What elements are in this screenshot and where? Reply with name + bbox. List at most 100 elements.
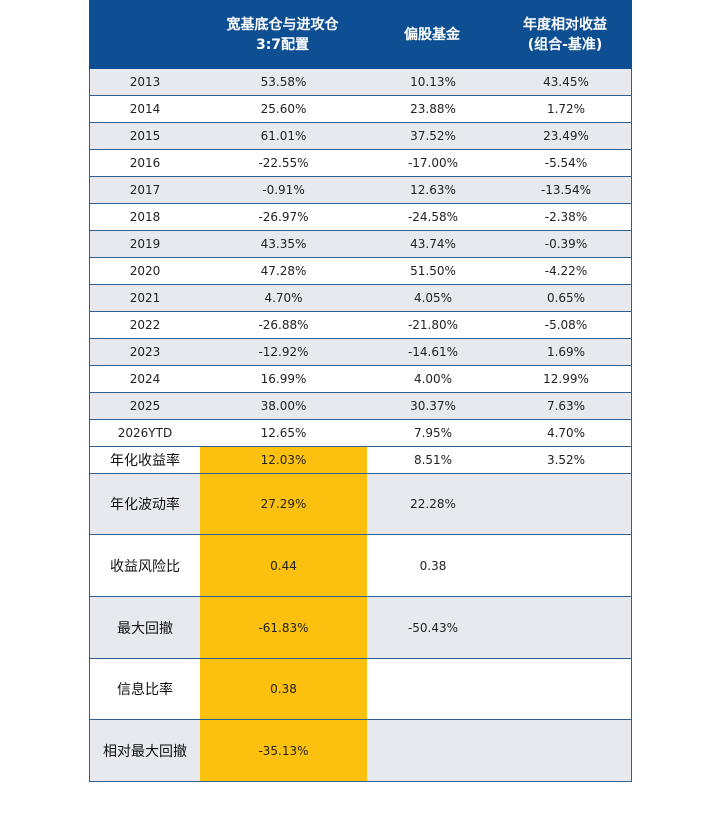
cell-portfolio: 25.60% — [260, 102, 307, 116]
cell-metric-label: 最大回撤 — [117, 620, 173, 637]
cell-year: 2021 — [129, 291, 161, 305]
cell-year: 2018 — [129, 210, 161, 224]
cell-fund — [367, 720, 499, 781]
cell-fund: 10.13% — [410, 75, 456, 89]
cell-portfolio: 4.70% — [264, 291, 303, 305]
header-fund: 偏股基金 — [404, 26, 460, 43]
header-relative: 年度相对收益 (组合-基准) — [523, 16, 607, 53]
cell-relative: -4.22% — [544, 264, 588, 278]
cell-metric-label: 相对最大回撤 — [103, 743, 187, 760]
cell-year: 2025 — [129, 399, 161, 413]
cell-portfolio: 38.00% — [260, 399, 307, 413]
summary-row: 年化波动率 27.29% 22.28% — [89, 474, 632, 535]
cell-year: 2014 — [129, 102, 161, 116]
cell-relative: -5.54% — [544, 156, 588, 170]
cell-year: 2022 — [129, 318, 161, 332]
header-portfolio: 宽基底仓与进攻仓 3:7配置 — [226, 16, 339, 53]
cell-metric-label: 年化波动率 — [110, 497, 180, 513]
table-row: 2013 53.58% 10.13% 43.45% — [89, 69, 632, 96]
cell-portfolio: 16.99% — [260, 372, 307, 386]
table-row: 2020 47.28% 51.50% -4.22% — [89, 258, 632, 285]
cell-year: 2020 — [129, 264, 161, 278]
cell-relative: 1.72% — [546, 102, 586, 116]
cell-relative — [499, 720, 633, 781]
table-row: 2022 -26.88% -21.80% -5.08% — [89, 312, 632, 339]
cell-fund: 23.88% — [410, 102, 456, 116]
cell-metric-label: 信息比率 — [117, 682, 173, 698]
cell-fund: 4.00% — [413, 372, 453, 386]
cell-metric-label: 年化收益率 — [110, 453, 180, 469]
cell-portfolio: 12.03% — [200, 447, 367, 473]
cell-fund — [367, 659, 499, 719]
cell-fund: -17.00% — [407, 156, 459, 170]
cell-fund: -14.61% — [407, 345, 459, 359]
cell-fund: 22.28% — [410, 497, 456, 511]
cell-relative: 12.99% — [543, 372, 589, 386]
summary-row: 信息比率 0.38 — [89, 659, 632, 720]
cell-year: 2013 — [129, 75, 161, 89]
cell-portfolio: -26.88% — [258, 318, 309, 332]
cell-relative — [499, 474, 633, 534]
cell-relative: 3.52% — [546, 453, 586, 467]
cell-relative: -0.39% — [544, 237, 588, 251]
cell-year: 2024 — [129, 372, 161, 386]
cell-fund: 37.52% — [410, 129, 456, 143]
cell-metric-label: 收益风险比 — [110, 558, 180, 575]
table-row: 2023 -12.92% -14.61% 1.69% — [89, 339, 632, 366]
table-row: 2021 4.70% 4.05% 0.65% — [89, 285, 632, 312]
cell-fund: 30.37% — [410, 399, 456, 413]
cell-fund: 4.05% — [413, 291, 453, 305]
cell-portfolio: 12.65% — [260, 426, 307, 440]
cell-year: 2023 — [129, 345, 161, 359]
cell-relative: -13.54% — [540, 183, 592, 197]
cell-relative: 4.70% — [546, 426, 586, 440]
cell-fund: 7.95% — [413, 426, 453, 440]
cell-portfolio: -26.97% — [258, 210, 309, 224]
cell-portfolio: 27.29% — [200, 474, 367, 534]
cell-year: 2026YTD — [117, 426, 173, 440]
cell-relative: 23.49% — [543, 129, 589, 143]
table-header: 宽基底仓与进攻仓 3:7配置 偏股基金 年度相对收益 (组合-基准) — [89, 0, 632, 69]
summary-row: 年化收益率 12.03% 8.51% 3.52% — [89, 447, 632, 474]
cell-fund: 0.38 — [419, 558, 447, 573]
cell-fund: 8.51% — [413, 453, 453, 467]
cell-portfolio: 0.44 — [200, 535, 367, 596]
table-row: 2026YTD 12.65% 7.95% 4.70% — [89, 420, 632, 447]
cell-fund: 43.74% — [410, 237, 456, 251]
cell-relative: -2.38% — [544, 210, 588, 224]
cell-fund: 12.63% — [410, 183, 456, 197]
cell-fund: -21.80% — [407, 318, 459, 332]
cell-portfolio: -12.92% — [258, 345, 309, 359]
cell-year: 2015 — [129, 129, 161, 143]
summary-row: 收益风险比 0.44 0.38 — [89, 535, 632, 597]
cell-relative — [499, 659, 633, 719]
cell-fund: 51.50% — [410, 264, 456, 278]
table-row: 2024 16.99% 4.00% 12.99% — [89, 366, 632, 393]
header-year — [89, 0, 199, 69]
cell-portfolio: 0.38 — [200, 659, 367, 719]
table-row: 2014 25.60% 23.88% 1.72% — [89, 96, 632, 123]
cell-fund: -50.43% — [407, 620, 459, 635]
cell-portfolio: -61.83% — [200, 597, 367, 658]
table-row: 2016 -22.55% -17.00% -5.54% — [89, 150, 632, 177]
cell-fund: -24.58% — [407, 210, 459, 224]
table-row: 2025 38.00% 30.37% 7.63% — [89, 393, 632, 420]
table-row: 2015 61.01% 37.52% 23.49% — [89, 123, 632, 150]
cell-portfolio: 61.01% — [260, 129, 307, 143]
cell-portfolio: 43.35% — [260, 237, 307, 251]
cell-portfolio: 53.58% — [260, 75, 307, 89]
table-row: 2019 43.35% 43.74% -0.39% — [89, 231, 632, 258]
table-row: 2018 -26.97% -24.58% -2.38% — [89, 204, 632, 231]
summary-row: 相对最大回撤 -35.13% — [89, 720, 632, 782]
cell-year: 2016 — [129, 156, 161, 170]
summary-row: 最大回撤 -61.83% -50.43% — [89, 597, 632, 659]
cell-portfolio: 47.28% — [260, 264, 307, 278]
cell-relative — [499, 597, 633, 658]
cell-year: 2019 — [129, 237, 161, 251]
cell-relative — [499, 535, 633, 596]
cell-relative: 1.69% — [546, 345, 586, 359]
cell-relative: -5.08% — [544, 318, 588, 332]
cell-relative: 0.65% — [546, 291, 586, 305]
cell-relative: 7.63% — [546, 399, 586, 413]
cell-portfolio: -22.55% — [258, 156, 309, 170]
